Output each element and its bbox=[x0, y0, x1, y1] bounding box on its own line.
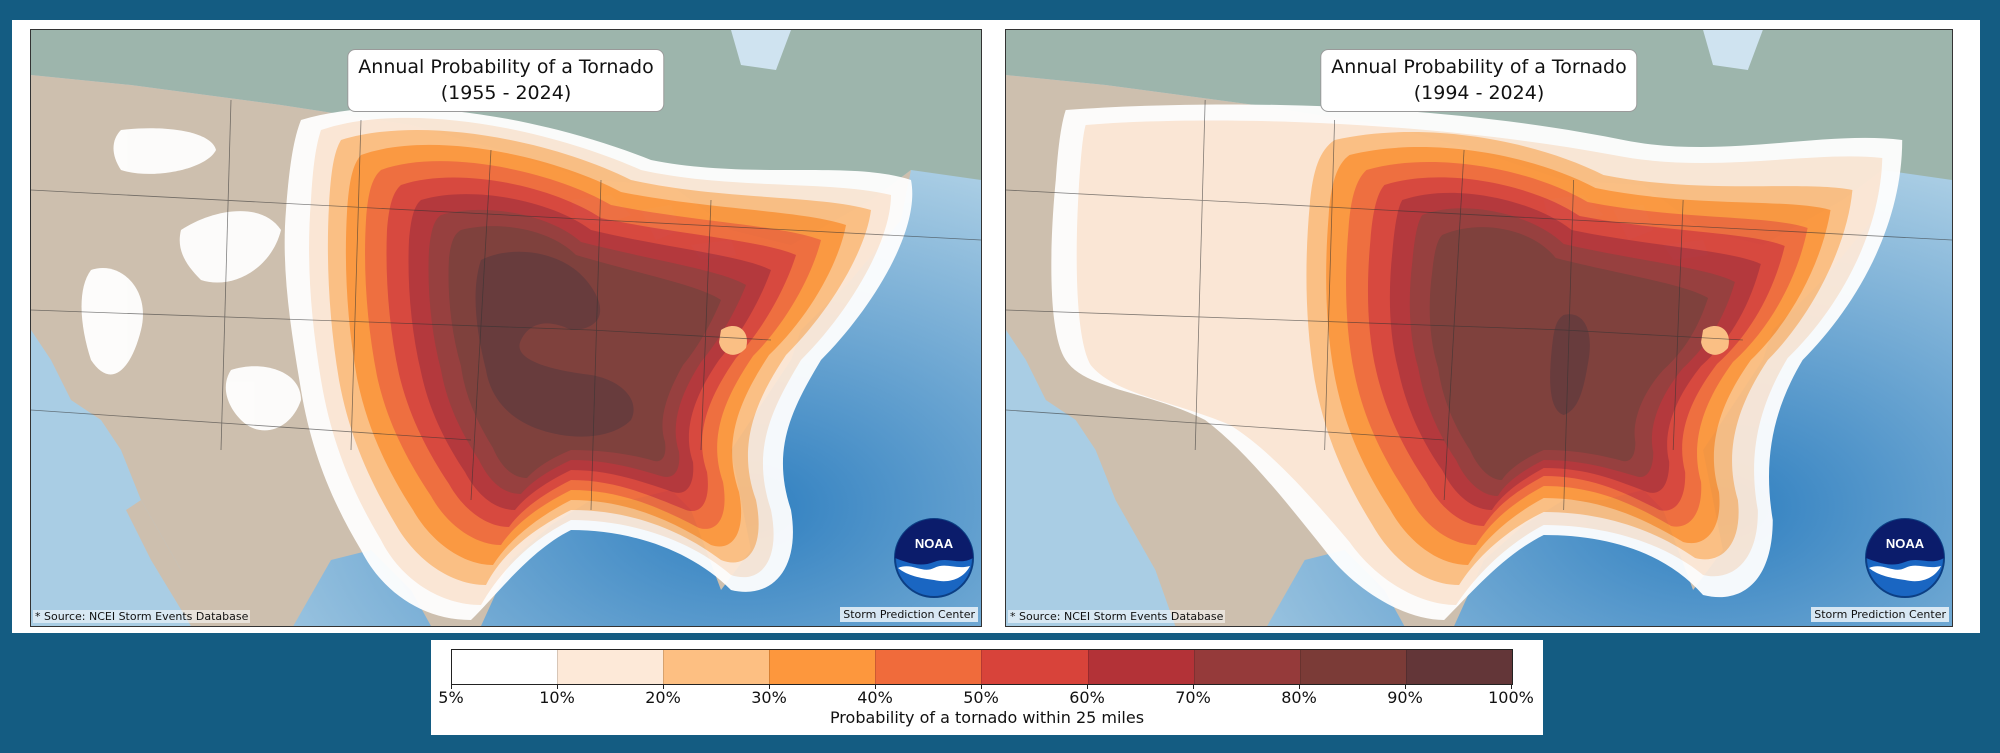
map-title-line2: (1994 - 2024) bbox=[1413, 82, 1545, 104]
legend-tick-mark bbox=[769, 684, 770, 689]
legend-tick-mark bbox=[1299, 684, 1300, 689]
map-title-line1: Annual Probability of a Tornado bbox=[358, 56, 654, 78]
credit-label: Storm Prediction Center bbox=[840, 607, 978, 622]
legend-swatch bbox=[557, 650, 664, 684]
source-note: * Source: NCEI Storm Events Database bbox=[1008, 610, 1226, 623]
legend-swatch bbox=[1405, 650, 1512, 684]
tornado-map-1955-2024: Annual Probability of a Tornado (1955 - … bbox=[30, 29, 982, 627]
legend-tick-mark bbox=[451, 684, 452, 689]
legend-swatch bbox=[769, 650, 876, 684]
figure-panel: Annual Probability of a Tornado (1955 - … bbox=[12, 20, 1980, 633]
noaa-logo-icon: NOAA bbox=[1865, 518, 1945, 598]
probability-contours bbox=[1051, 104, 1903, 620]
map-title: Annual Probability of a Tornado (1955 - … bbox=[347, 49, 665, 112]
legend-tick-label: 30% bbox=[751, 688, 787, 707]
hudson-bay bbox=[731, 30, 791, 70]
legend-swatch bbox=[1087, 650, 1194, 684]
legend-tick-mark bbox=[557, 684, 558, 689]
legend-tick-mark bbox=[1087, 684, 1088, 689]
legend-swatch bbox=[1299, 650, 1406, 684]
legend-tick-label: 80% bbox=[1281, 688, 1317, 707]
map-title-line2: (1955 - 2024) bbox=[440, 82, 572, 104]
noaa-logo-text: NOAA bbox=[1886, 536, 1925, 551]
source-note: * Source: NCEI Storm Events Database bbox=[33, 610, 251, 623]
baja-peninsula bbox=[126, 500, 221, 626]
legend-tick-label: 10% bbox=[539, 688, 575, 707]
legend-tick-mark bbox=[981, 684, 982, 689]
map-canvas bbox=[1006, 30, 1952, 626]
credit-label: Storm Prediction Center bbox=[1811, 607, 1949, 622]
legend-tick-label: 90% bbox=[1387, 688, 1423, 707]
state-borders bbox=[1006, 99, 1952, 511]
legend-caption: Probability of a tornado within 25 miles bbox=[829, 708, 1145, 727]
legend-tick-mark bbox=[1511, 684, 1512, 689]
legend-tick-mark bbox=[875, 684, 876, 689]
probability-contours bbox=[81, 107, 913, 620]
legend-colorbar bbox=[451, 649, 1513, 685]
tornado-map-1994-2024: Annual Probability of a Tornado (1994 - … bbox=[1005, 29, 1953, 627]
noaa-logo-text: NOAA bbox=[915, 536, 954, 551]
legend-tick-label: 70% bbox=[1175, 688, 1211, 707]
map-canvas bbox=[31, 30, 981, 626]
legend-swatch bbox=[452, 650, 558, 684]
legend-tick-mark bbox=[663, 684, 664, 689]
legend-tick-mark bbox=[1193, 684, 1194, 689]
legend-tick-label: 60% bbox=[1069, 688, 1105, 707]
noaa-logo-icon: NOAA bbox=[894, 518, 974, 598]
state-borders bbox=[31, 99, 981, 511]
legend-tick-mark bbox=[1405, 684, 1406, 689]
map-title: Annual Probability of a Tornado (1994 - … bbox=[1320, 49, 1638, 112]
legend-swatch bbox=[875, 650, 982, 684]
legend-swatch bbox=[663, 650, 770, 684]
map-title-line1: Annual Probability of a Tornado bbox=[1331, 56, 1627, 78]
legend-tick-label: 50% bbox=[963, 688, 999, 707]
legend-tick-label: 40% bbox=[857, 688, 893, 707]
color-legend: 5% 10% 20% 30% 40% 50% 60% 70% 80% 90% 100% Probab… bbox=[431, 640, 1543, 735]
legend-swatch bbox=[981, 650, 1088, 684]
legend-tick-label: 5% bbox=[438, 688, 464, 707]
hudson-bay bbox=[1703, 30, 1763, 70]
legend-tick-label: 20% bbox=[645, 688, 681, 707]
legend-tick-label: 100% bbox=[1488, 688, 1534, 707]
legend-swatch bbox=[1193, 650, 1300, 684]
